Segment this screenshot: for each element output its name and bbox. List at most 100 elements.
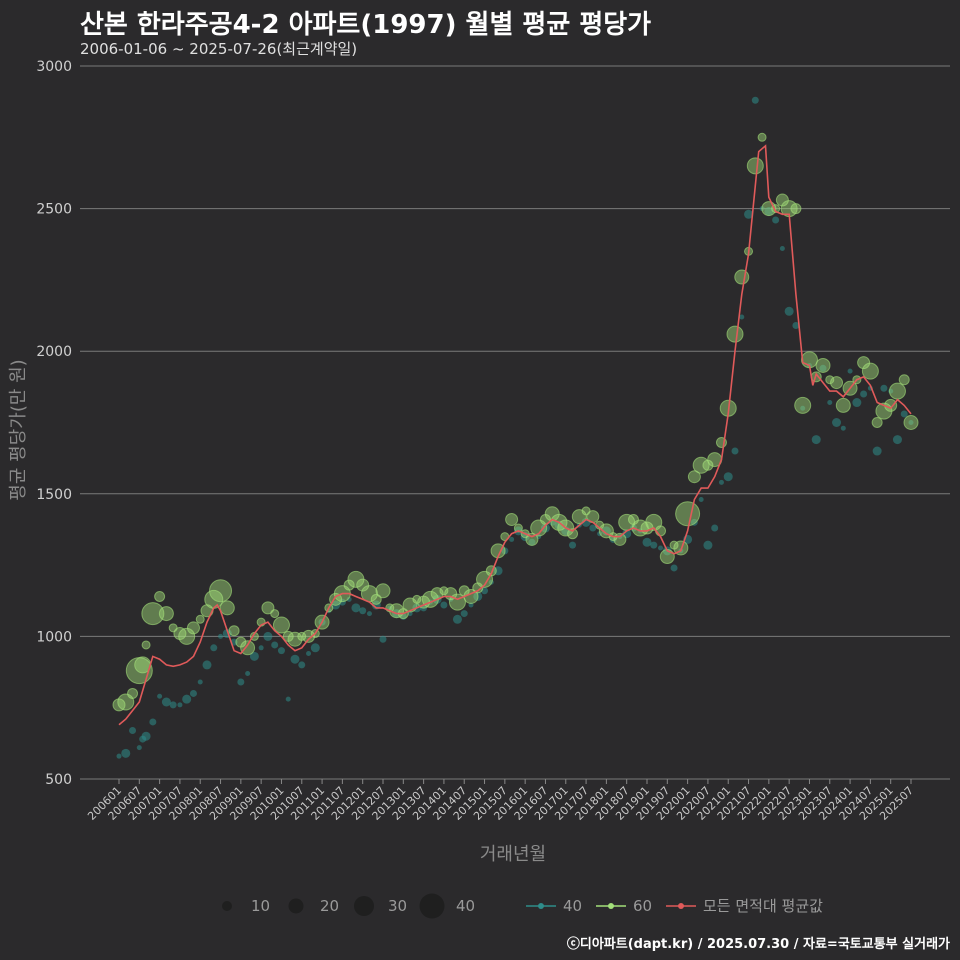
size-legend-dot [288, 898, 304, 914]
series-40-point [554, 520, 564, 530]
series-40-point [731, 447, 739, 455]
series-40-point [751, 96, 759, 104]
series-40-point [121, 748, 131, 758]
series-40-point [860, 390, 868, 398]
y-tick-label: 1000 [36, 629, 72, 645]
series-60-point [898, 374, 910, 386]
y-tick-label: 2000 [36, 344, 72, 360]
series-60-point [173, 627, 187, 641]
series-60-point [178, 627, 196, 645]
series-40-point [670, 564, 678, 572]
series-40-point [650, 541, 658, 549]
size-legend-label: 10 [251, 897, 270, 915]
series-40-point [271, 641, 279, 649]
size-legend-label: 20 [320, 897, 339, 915]
series-40-point [703, 540, 713, 550]
series-60-point [544, 506, 560, 522]
series-60-point [209, 579, 233, 603]
series-40-point [880, 384, 888, 392]
series-40-point [908, 420, 914, 425]
series-40-point [540, 523, 550, 533]
series-60-point [775, 193, 789, 207]
series-40-point [811, 435, 821, 445]
legend-point-key [538, 903, 544, 909]
series-60-point [825, 375, 835, 385]
series-40-point [290, 654, 300, 664]
series-40-point [245, 670, 251, 676]
series-40-point [182, 694, 192, 704]
series-40-point [800, 405, 806, 411]
series-40-point [177, 702, 183, 708]
series-40-point [277, 647, 285, 655]
series-40-point [116, 753, 122, 759]
series-40-point [157, 693, 163, 699]
series-60-point [343, 579, 355, 591]
series-40-point [723, 472, 733, 482]
series-40-point [129, 727, 137, 735]
series-60-point [127, 687, 139, 699]
series-40-point [452, 614, 462, 624]
series-60-point [261, 601, 275, 615]
series-60-point [675, 501, 701, 527]
series-40-point [440, 601, 448, 609]
series-60-point [356, 578, 370, 592]
series-60-point [141, 640, 151, 650]
series-60-point [287, 631, 303, 647]
average-series-line [118, 144, 912, 726]
series-40-point [298, 661, 306, 669]
series-60-point [186, 621, 200, 635]
series-40-point [285, 696, 291, 702]
source-caption: ⓒ디아파트(dapt.kr) / 2025.07.30 / 자료=국토교통부 실… [566, 937, 950, 952]
series-40-point [460, 610, 468, 618]
series-40-point [263, 631, 273, 641]
series-60-point [412, 594, 422, 604]
series-60-point [141, 602, 165, 626]
x-axis-label: 거래년월 [480, 844, 546, 865]
series-60-point [567, 528, 579, 540]
series-60-point [505, 512, 519, 526]
series-40-point [690, 518, 698, 526]
series-40-point [847, 368, 853, 374]
series-60-point [613, 532, 627, 546]
legend-series-label: 모든 면적대 평균값 [703, 897, 823, 915]
legend-point-key [608, 903, 614, 909]
series-40-point [346, 596, 352, 602]
series-60-point [861, 362, 879, 380]
series-40-point [569, 541, 577, 549]
series-40-point [197, 679, 203, 685]
series-60-point [228, 625, 240, 637]
series-60-point [815, 357, 831, 373]
series-40-point [892, 435, 902, 445]
y-axis-ticks: 500 1000 1500 2000 2500 3000 [36, 59, 72, 788]
series-40-points [116, 96, 914, 759]
series-60-point [687, 470, 701, 484]
series-40-point [852, 398, 862, 408]
series-40-point [900, 410, 908, 418]
series-40-point [359, 607, 367, 615]
series-40-point [642, 537, 652, 547]
series-60-point [195, 614, 205, 624]
series-60-point [734, 269, 750, 285]
series-40-point [609, 535, 617, 543]
series-60-point [240, 640, 256, 656]
series-40-point [819, 364, 827, 372]
series-40-point [249, 651, 259, 661]
series-40-point [338, 598, 346, 606]
series-60-point [297, 631, 307, 641]
series-40-point [210, 644, 218, 652]
series-40-point [840, 425, 846, 431]
series-40-point [698, 497, 704, 503]
series-40-point [136, 745, 142, 751]
series-60-point [835, 397, 851, 413]
series-40-point [792, 322, 800, 330]
chart-title: 산본 한라주공4-2 아파트(1997) 월별 평균 평당가 [80, 10, 652, 40]
series-40-point [601, 526, 611, 536]
series-40-point [218, 633, 224, 639]
chart-subtitle: 2006-01-06 ~ 2025-07-26(최근계약일) [80, 40, 358, 58]
series-40-point [306, 651, 312, 657]
series-40-point [827, 400, 833, 406]
size-legend-label: 40 [456, 897, 475, 915]
legend-series-label: 40 [563, 897, 582, 915]
size-legend-dot [222, 901, 232, 911]
series-60-point [272, 616, 290, 634]
